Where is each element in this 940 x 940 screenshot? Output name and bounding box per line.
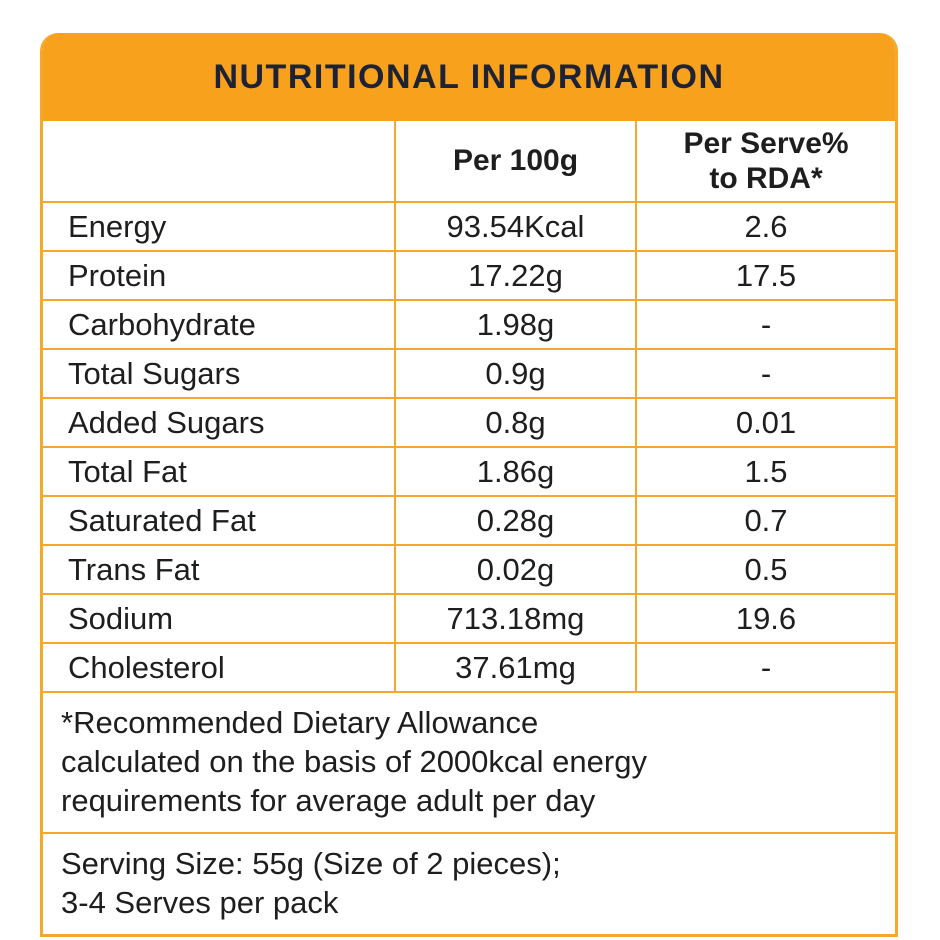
nutrient-label: Total Sugars xyxy=(68,356,241,391)
per-100g-value: 17.22g xyxy=(394,252,635,300)
per-serve-rda-value: 17.5 xyxy=(635,252,895,300)
per-serve-rda-value: 0.5 xyxy=(635,546,895,594)
nutrient-label: Cholesterol xyxy=(68,650,225,685)
table-row-protein: Protein 17.22g 17.5 xyxy=(43,250,895,300)
table-row-total-sugars: Total Sugars 0.9g - xyxy=(43,348,895,398)
per-serve-rda-value: - xyxy=(635,350,895,398)
per-100g-value: 0.28g xyxy=(394,497,635,545)
per-100g-value: 713.18mg xyxy=(394,595,635,643)
nutrient-label: Carbohydrate xyxy=(68,307,256,342)
per-serve-rda-value: 19.6 xyxy=(635,595,895,643)
table-row-sodium: Sodium 713.18mg 19.6 xyxy=(43,593,895,643)
column-header-per-serve-rda: Per Serve% to RDA* xyxy=(635,121,895,202)
per-serve-rda-value: - xyxy=(635,644,895,692)
column-header-row: Per 100g Per Serve% to RDA* xyxy=(43,121,895,202)
per-100g-value: 1.98g xyxy=(394,301,635,349)
nutrient-label: Protein xyxy=(68,258,167,293)
column-header-nutrient xyxy=(43,121,394,202)
table-row-energy: Energy 93.54Kcal 2.6 xyxy=(43,201,895,251)
per-serve-rda-value: 1.5 xyxy=(635,448,895,496)
table-row-trans-fat: Trans Fat 0.02g 0.5 xyxy=(43,544,895,594)
nutrient-label: Energy xyxy=(68,209,167,244)
per-100g-value: 0.9g xyxy=(394,350,635,398)
rda-footnote: *Recommended Dietary Allowance calculate… xyxy=(43,691,895,832)
table-row-carbohydrate: Carbohydrate 1.98g - xyxy=(43,299,895,349)
per-serve-rda-value: 2.6 xyxy=(635,203,895,251)
per-100g-value: 0.8g xyxy=(394,399,635,447)
table-row-total-fat: Total Fat 1.86g 1.5 xyxy=(43,446,895,496)
table-row-saturated-fat: Saturated Fat 0.28g 0.7 xyxy=(43,495,895,545)
page-title: NUTRITIONAL INFORMATION xyxy=(213,57,725,96)
table-row-cholesterol: Cholesterol 37.61mg - xyxy=(43,642,895,692)
per-100g-value: 1.86g xyxy=(394,448,635,496)
title-band: NUTRITIONAL INFORMATION xyxy=(43,33,895,121)
per-100g-value: 0.02g xyxy=(394,546,635,594)
per-serve-rda-value: 0.7 xyxy=(635,497,895,545)
per-100g-value: 93.54Kcal xyxy=(394,203,635,251)
nutrient-label: Sodium xyxy=(68,601,174,636)
per-serve-rda-value: 0.01 xyxy=(635,399,895,447)
nutrition-label-card: NUTRITIONAL INFORMATION Per 100g Per Ser… xyxy=(40,33,898,938)
per-serve-rda-value: - xyxy=(635,301,895,349)
nutrient-label: Saturated Fat xyxy=(68,503,256,538)
column-header-per-100g: Per 100g xyxy=(394,121,635,202)
nutrient-label: Added Sugars xyxy=(68,405,265,440)
nutrient-label: Trans Fat xyxy=(68,552,200,587)
serving-size-note: Serving Size: 55g (Size of 2 pieces); 3-… xyxy=(43,832,895,934)
nutrient-label: Total Fat xyxy=(68,454,187,489)
per-100g-value: 37.61mg xyxy=(394,644,635,692)
table-row-added-sugars: Added Sugars 0.8g 0.01 xyxy=(43,397,895,447)
